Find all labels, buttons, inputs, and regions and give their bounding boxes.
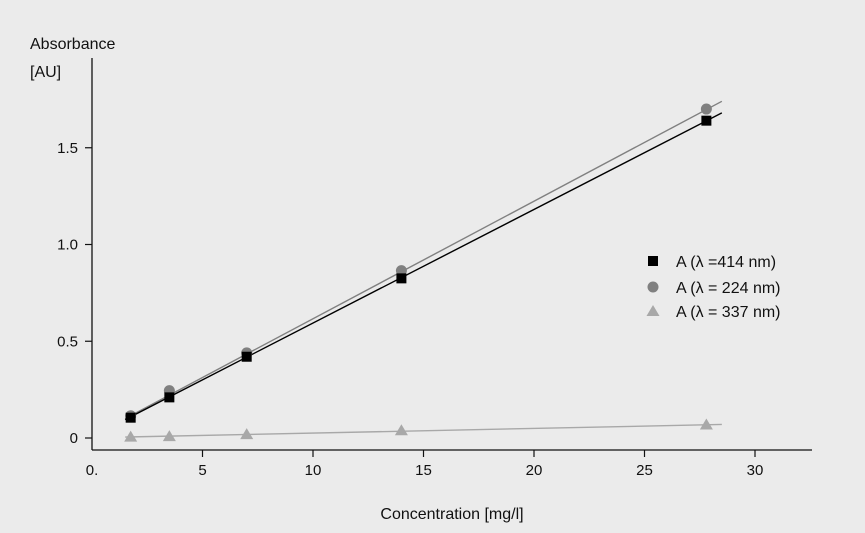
x-axis-title: Concentration [mg/l] (380, 506, 523, 523)
triangle-data-point (394, 424, 408, 436)
legend-label: A (λ =414 nm) (676, 254, 776, 271)
triangle-data-point (124, 430, 138, 442)
legend-label: A (λ = 337 nm) (676, 304, 781, 321)
y-tick-label: 0.5 (57, 333, 78, 350)
y-axis-title-line1: Absorbance (30, 36, 115, 53)
square-data-point (241, 351, 252, 362)
legend-marker-triangle (646, 305, 660, 316)
square-data-point (164, 392, 175, 403)
x-tick-label: 15 (415, 462, 432, 479)
x-tick-label: 20 (526, 462, 543, 479)
y-tick-label: 1.5 (57, 140, 78, 157)
axes: 00.51.01.50. 5 10 15 20 25 30 (57, 58, 812, 479)
fit-line-square (124, 112, 723, 421)
x-tick-label: 0. (86, 462, 99, 479)
legend-marker-circle (647, 281, 659, 293)
fit-line-circle (124, 100, 723, 420)
y-tick-label: 0 (70, 430, 78, 447)
square-data-point (125, 412, 136, 423)
legend: A (λ =414 nm) A (λ = 224 nm) A (λ = 337 nm… (646, 254, 781, 321)
y-tick-label: 1.0 (57, 237, 78, 254)
circle-data-point (700, 103, 712, 115)
triangle-data-point (162, 430, 176, 442)
fit-line-triangle (125, 423, 722, 438)
x-tick-label: 5 (198, 462, 206, 479)
square-data-point (396, 273, 407, 284)
triangle-data-point (240, 428, 254, 440)
x-tick-label: 10 (305, 462, 322, 479)
fit-lines (124, 100, 723, 438)
x-tick-label: 30 (747, 462, 764, 479)
x-tick-label: 25 (636, 462, 653, 479)
triangle-data-point (699, 418, 713, 430)
data-points (124, 103, 713, 442)
legend-label: A (λ = 224 nm) (676, 280, 781, 297)
legend-marker-square (648, 256, 658, 266)
y-axis-title-line2: [AU] (30, 64, 61, 81)
square-data-point (701, 115, 712, 126)
